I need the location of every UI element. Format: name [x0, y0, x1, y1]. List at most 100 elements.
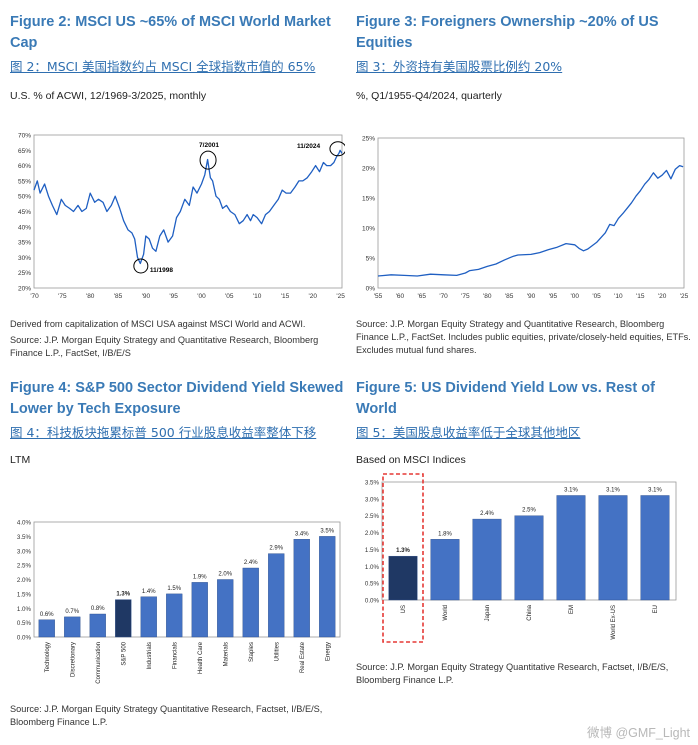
figure-3-x-tick-label: '00 [570, 293, 579, 300]
figure-5-y-tick-label: 0.5% [365, 581, 380, 588]
figure-5-category-label: World [443, 605, 449, 621]
figure-4-bar [191, 582, 208, 638]
figure-4-data-label: 3.4% [295, 531, 309, 537]
figure-4-bar [89, 613, 106, 638]
figure-3-plot-frame [377, 137, 685, 289]
figure-2-y-tick-label: 55% [18, 178, 31, 185]
figure-2-recent-label: 11/2024 [297, 143, 321, 150]
figure-5-panel: Figure 5: US Dividend Yield Low vs. Rest… [356, 372, 696, 745]
figure-2-y-tick-label: 50% [18, 194, 31, 201]
figure-4-y-tick-label: 2.5% [17, 563, 32, 570]
figure-3-x-tick-label: '15 [636, 293, 645, 300]
figure-2-trough-label: 11/1998 [150, 267, 174, 274]
figure-4-category-label: Staples [249, 642, 255, 662]
figure-3-y-tick-label: 15% [362, 196, 375, 203]
figure-5-data-label: 1.3% [396, 548, 410, 554]
figure-3-x-tick-label: '95 [549, 293, 558, 300]
figure-5-y-tick-label: 2.0% [365, 530, 380, 537]
figure-3-y-tick-label: 5% [366, 256, 376, 263]
figure-5-data-label: 3.1% [606, 487, 620, 493]
figure-2-panel: Figure 2: MSCI US ~65% of MSCI World Mar… [10, 0, 345, 375]
figure-3-title-cn: 图 3：外资持有美国股票比例约 20% [356, 59, 563, 74]
figure-5-data-label: 1.8% [438, 531, 452, 537]
figure-4-y-tick-label: 4.0% [17, 520, 32, 527]
figure-4-data-label: 0.8% [91, 606, 105, 612]
figure-2-title: Figure 2: MSCI US ~65% of MSCI World Mar… [10, 14, 331, 51]
figure-4-bar [217, 579, 234, 638]
figure-3-chart: 25% 20% 15% 10% 5% 0%'55 '60 '65 '70 '75 '80 '85 '90… [362, 136, 689, 301]
figure-3-y-tick-label: 25% [362, 136, 375, 143]
figure-4-category-label: Communication [96, 642, 102, 684]
figure-4-y-tick-label: 0.0% [17, 635, 32, 642]
figure-3-x-tick-label: '80 [483, 293, 492, 300]
figure-4-bar [64, 616, 81, 638]
figure-4-bar [140, 596, 157, 638]
figure-2-plot-frame [33, 134, 343, 289]
figure-5-bar [430, 539, 460, 601]
figure-3-y-tick-label: 10% [362, 226, 375, 233]
figure-2-x-tick-label: '20 [309, 293, 318, 300]
figure-2-note: Derived from capitalization of MSCI USA … [10, 319, 306, 329]
figure-3-x-tick-label: '10 [614, 293, 623, 300]
figure-5-highlight-box [382, 473, 424, 643]
figure-4-data-label: 0.7% [65, 609, 79, 615]
figure-4-data-label: 1.9% [193, 574, 207, 580]
figure-2-x-tick-label: '10 [253, 293, 262, 300]
figure-5-data-label: 3.1% [648, 487, 662, 493]
figure-5-category-label: EU [653, 605, 659, 613]
figure-2-x-tick-label: '95 [169, 293, 178, 300]
figure-3-x-tick-label: '05 [592, 293, 601, 300]
figure-3-y-tick-label: 20% [362, 166, 375, 173]
figure-4-data-label: 0.6% [40, 612, 54, 618]
figure-2-x-tick-label: '00 [197, 293, 206, 300]
figure-3-subtitle: %, Q1/1955-Q4/2024, quarterly [356, 90, 502, 102]
figure-2-x-tick-label: '85 [114, 293, 123, 300]
figure-4-data-label: 2.4% [244, 560, 258, 566]
watermark: 微博 @GMF_Light [587, 726, 690, 740]
figure-3-x-tick-label: '25 [680, 293, 689, 300]
figure-4-bar [319, 536, 336, 638]
figure-2-y-tick-label: 70% [18, 133, 31, 140]
figure-4-y-tick-label: 0.5% [17, 620, 32, 627]
figure-2-x-tick-label: '75 [58, 293, 67, 300]
figure-5-y-tick-label: 3.5% [365, 480, 380, 487]
figure-4-bar [242, 567, 259, 638]
figure-3-y-tick-label: 0% [366, 286, 376, 293]
figure-4-category-label: Materials [223, 642, 229, 666]
figure-4-category-label: S&P 500 [121, 641, 127, 665]
figure-4-category-label: Health Care [198, 641, 204, 674]
figure-4-subtitle: LTM [10, 454, 31, 466]
figure-2-series-line [33, 149, 343, 265]
figure-4-category-label: Real Estate [300, 641, 306, 673]
figure-2-y-tick-label: 30% [18, 255, 31, 262]
figure-2-recent-circle [329, 141, 345, 157]
figure-5-category-label: EM [569, 605, 575, 614]
figure-3-panel: Figure 3: Foreigners Ownership ~20% of U… [356, 0, 696, 375]
figure-5-bar [388, 555, 418, 601]
figure-5-bar [472, 518, 502, 601]
figure-5-category-label: China [527, 604, 533, 620]
figure-5-y-tick-label: 1.5% [365, 547, 380, 554]
figure-4-title: Figure 4: S&P 500 Sector Dividend Yield … [10, 380, 344, 417]
figure-5-title: Figure 5: US Dividend Yield Low vs. Rest… [356, 380, 655, 417]
figure-3-title: Figure 3: Foreigners Ownership ~20% of U… [356, 14, 659, 51]
figure-4-category-label: Financials [172, 642, 178, 669]
figure-5-y-tick-label: 2.5% [365, 513, 380, 520]
figure-5-title-cn: 图 5：美国股息收益率低于全球其他地区 [356, 425, 581, 440]
figure-5-category-label: Japan [485, 605, 491, 621]
figure-4-data-label: 1.5% [167, 586, 181, 592]
figure-2-source-line: Source: J.P. Morgan Equity Strategy and … [10, 335, 319, 358]
figure-5-bar [556, 495, 586, 601]
figure-5-data-label: 2.5% [522, 508, 536, 514]
figure-4-category-label: Energy [325, 642, 331, 661]
figure-4-bar [115, 599, 132, 638]
figure-2-y-tick-label: 35% [18, 240, 31, 247]
figure-2-chart: 70% 65% 60% 55% 50% 45% 40% 35% 30% 25% 20%'70 '75 '… [18, 133, 345, 300]
figure-4-data-label: 2.0% [218, 572, 232, 578]
figure-4-data-label: 2.9% [269, 546, 283, 552]
figure-5-bar [598, 495, 628, 601]
figure-3-x-tick-label: '90 [527, 293, 536, 300]
figure-5-source: Source: J.P. Morgan Equity Strategy Quan… [356, 662, 669, 685]
figure-5-chart: 3.5% 3.0% 2.5% 2.0% 1.5% 1.0% 0.5% 0.0% 1.3% US 1.… [365, 473, 677, 643]
figure-4-bar [268, 553, 285, 638]
